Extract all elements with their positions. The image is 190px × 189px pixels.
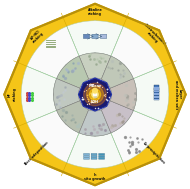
Polygon shape xyxy=(79,110,111,136)
Polygon shape xyxy=(67,21,123,56)
Circle shape xyxy=(92,91,98,98)
Polygon shape xyxy=(110,79,137,110)
Bar xyxy=(154,99,159,100)
Polygon shape xyxy=(57,101,89,133)
Text: MXene: MXene xyxy=(88,84,102,88)
Text: HF
etching: HF etching xyxy=(8,88,17,101)
Bar xyxy=(154,93,159,95)
Circle shape xyxy=(93,88,97,93)
FancyBboxPatch shape xyxy=(84,156,89,157)
Bar xyxy=(154,90,159,92)
FancyBboxPatch shape xyxy=(84,158,89,159)
Polygon shape xyxy=(78,78,112,111)
FancyBboxPatch shape xyxy=(91,153,97,155)
Bar xyxy=(154,85,159,90)
Polygon shape xyxy=(21,66,57,123)
Polygon shape xyxy=(21,21,169,168)
Bar xyxy=(154,87,159,90)
Circle shape xyxy=(86,86,104,103)
Polygon shape xyxy=(53,79,80,110)
Circle shape xyxy=(84,83,106,106)
Polygon shape xyxy=(111,26,163,79)
Polygon shape xyxy=(133,66,169,123)
Text: Co-precipitation: Co-precipitation xyxy=(142,141,165,165)
Circle shape xyxy=(89,89,101,100)
Text: Electrodeposition: Electrodeposition xyxy=(24,140,49,166)
FancyBboxPatch shape xyxy=(99,158,104,159)
Text: LDH: LDH xyxy=(91,100,99,104)
Bar xyxy=(154,95,159,98)
Polygon shape xyxy=(4,4,186,185)
Bar xyxy=(154,91,159,95)
FancyBboxPatch shape xyxy=(91,158,97,159)
Text: In
situ growth: In situ growth xyxy=(84,173,106,181)
FancyBboxPatch shape xyxy=(100,34,107,39)
Polygon shape xyxy=(27,110,79,163)
Polygon shape xyxy=(27,26,79,79)
Polygon shape xyxy=(53,53,137,136)
FancyBboxPatch shape xyxy=(99,153,104,155)
FancyBboxPatch shape xyxy=(84,153,89,155)
Bar xyxy=(154,88,159,92)
Polygon shape xyxy=(101,56,133,88)
FancyBboxPatch shape xyxy=(92,34,98,39)
Polygon shape xyxy=(67,133,123,168)
Text: Layer
and molten salt: Layer and molten salt xyxy=(173,80,182,109)
Text: Alkaline
etching: Alkaline etching xyxy=(88,8,102,16)
Polygon shape xyxy=(111,110,163,163)
Text: LiF-HCl
etching: LiF-HCl etching xyxy=(29,28,44,44)
Polygon shape xyxy=(101,101,133,133)
FancyBboxPatch shape xyxy=(83,34,90,39)
Bar xyxy=(154,96,159,98)
Polygon shape xyxy=(57,56,89,88)
FancyBboxPatch shape xyxy=(91,156,97,157)
FancyBboxPatch shape xyxy=(99,156,104,157)
Text: Electrochemical
etching: Electrochemical etching xyxy=(140,23,167,49)
Circle shape xyxy=(93,93,97,96)
Bar xyxy=(154,98,159,100)
Polygon shape xyxy=(79,53,111,79)
